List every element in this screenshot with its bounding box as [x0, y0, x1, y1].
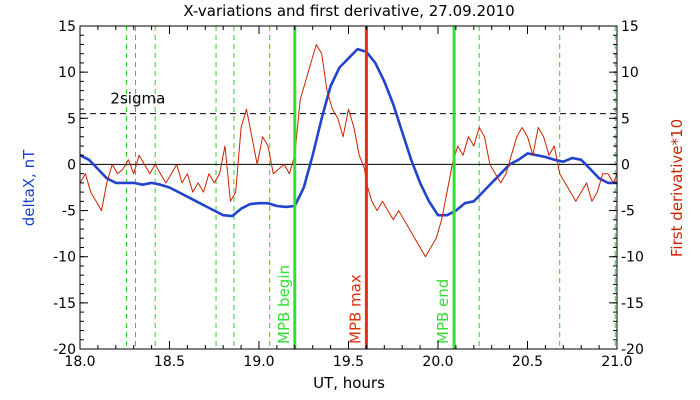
x-tick-label: 21.0: [601, 354, 632, 370]
chart-title: X-variations and first derivative, 27.09…: [183, 2, 514, 20]
y-right-tick-label: 10: [621, 65, 639, 81]
y-right-tick-label: -10: [621, 250, 644, 266]
x-tick-label: 19.5: [333, 354, 364, 370]
y-left-tick-label: 15: [58, 19, 76, 35]
plot-area: 2sigma MPB begin MPB max MPB end 18.0 18.5 19.…: [53, 19, 644, 370]
y-axis-right-label: First derivative*10: [668, 119, 686, 257]
y-left-tick-label: -10: [53, 250, 76, 266]
y-left-tick-label: 5: [67, 111, 76, 127]
y-right-tick-label: -5: [621, 204, 635, 220]
x-tick-label: 20.0: [422, 354, 453, 370]
y-left-tick-label: 10: [58, 65, 76, 81]
x-tick-label: 18.5: [154, 354, 185, 370]
y-axis-left-label: deltaX, nT: [20, 149, 38, 226]
threshold-label: 2sigma: [110, 90, 165, 108]
series-line-deltax: [79, 47, 617, 218]
y-right-tick-label: 5: [621, 111, 630, 127]
event-marker-label: MPB begin: [275, 265, 293, 344]
y-left-tick-label: -5: [62, 204, 76, 220]
x-axis-label: UT, hours: [313, 374, 385, 392]
series-line-derivative: [79, 44, 618, 258]
y-right-tick-label: -20: [621, 342, 644, 358]
y-left-tick-label: -20: [53, 342, 76, 358]
y-right-tick-label: 15: [621, 19, 639, 35]
y-left-tick-label: -15: [53, 296, 76, 312]
y-right-tick-label: -15: [621, 296, 644, 312]
x-tick-label: 20.5: [512, 354, 543, 370]
x-tick-label: 18.0: [64, 354, 95, 370]
event-marker-label: MPB end: [434, 279, 452, 344]
x-tick-label: 19.0: [243, 354, 274, 370]
y-right-tick-label: 0: [621, 157, 630, 173]
y-left-tick-label: 0: [67, 157, 76, 173]
event-marker-label: MPB max: [346, 274, 364, 344]
